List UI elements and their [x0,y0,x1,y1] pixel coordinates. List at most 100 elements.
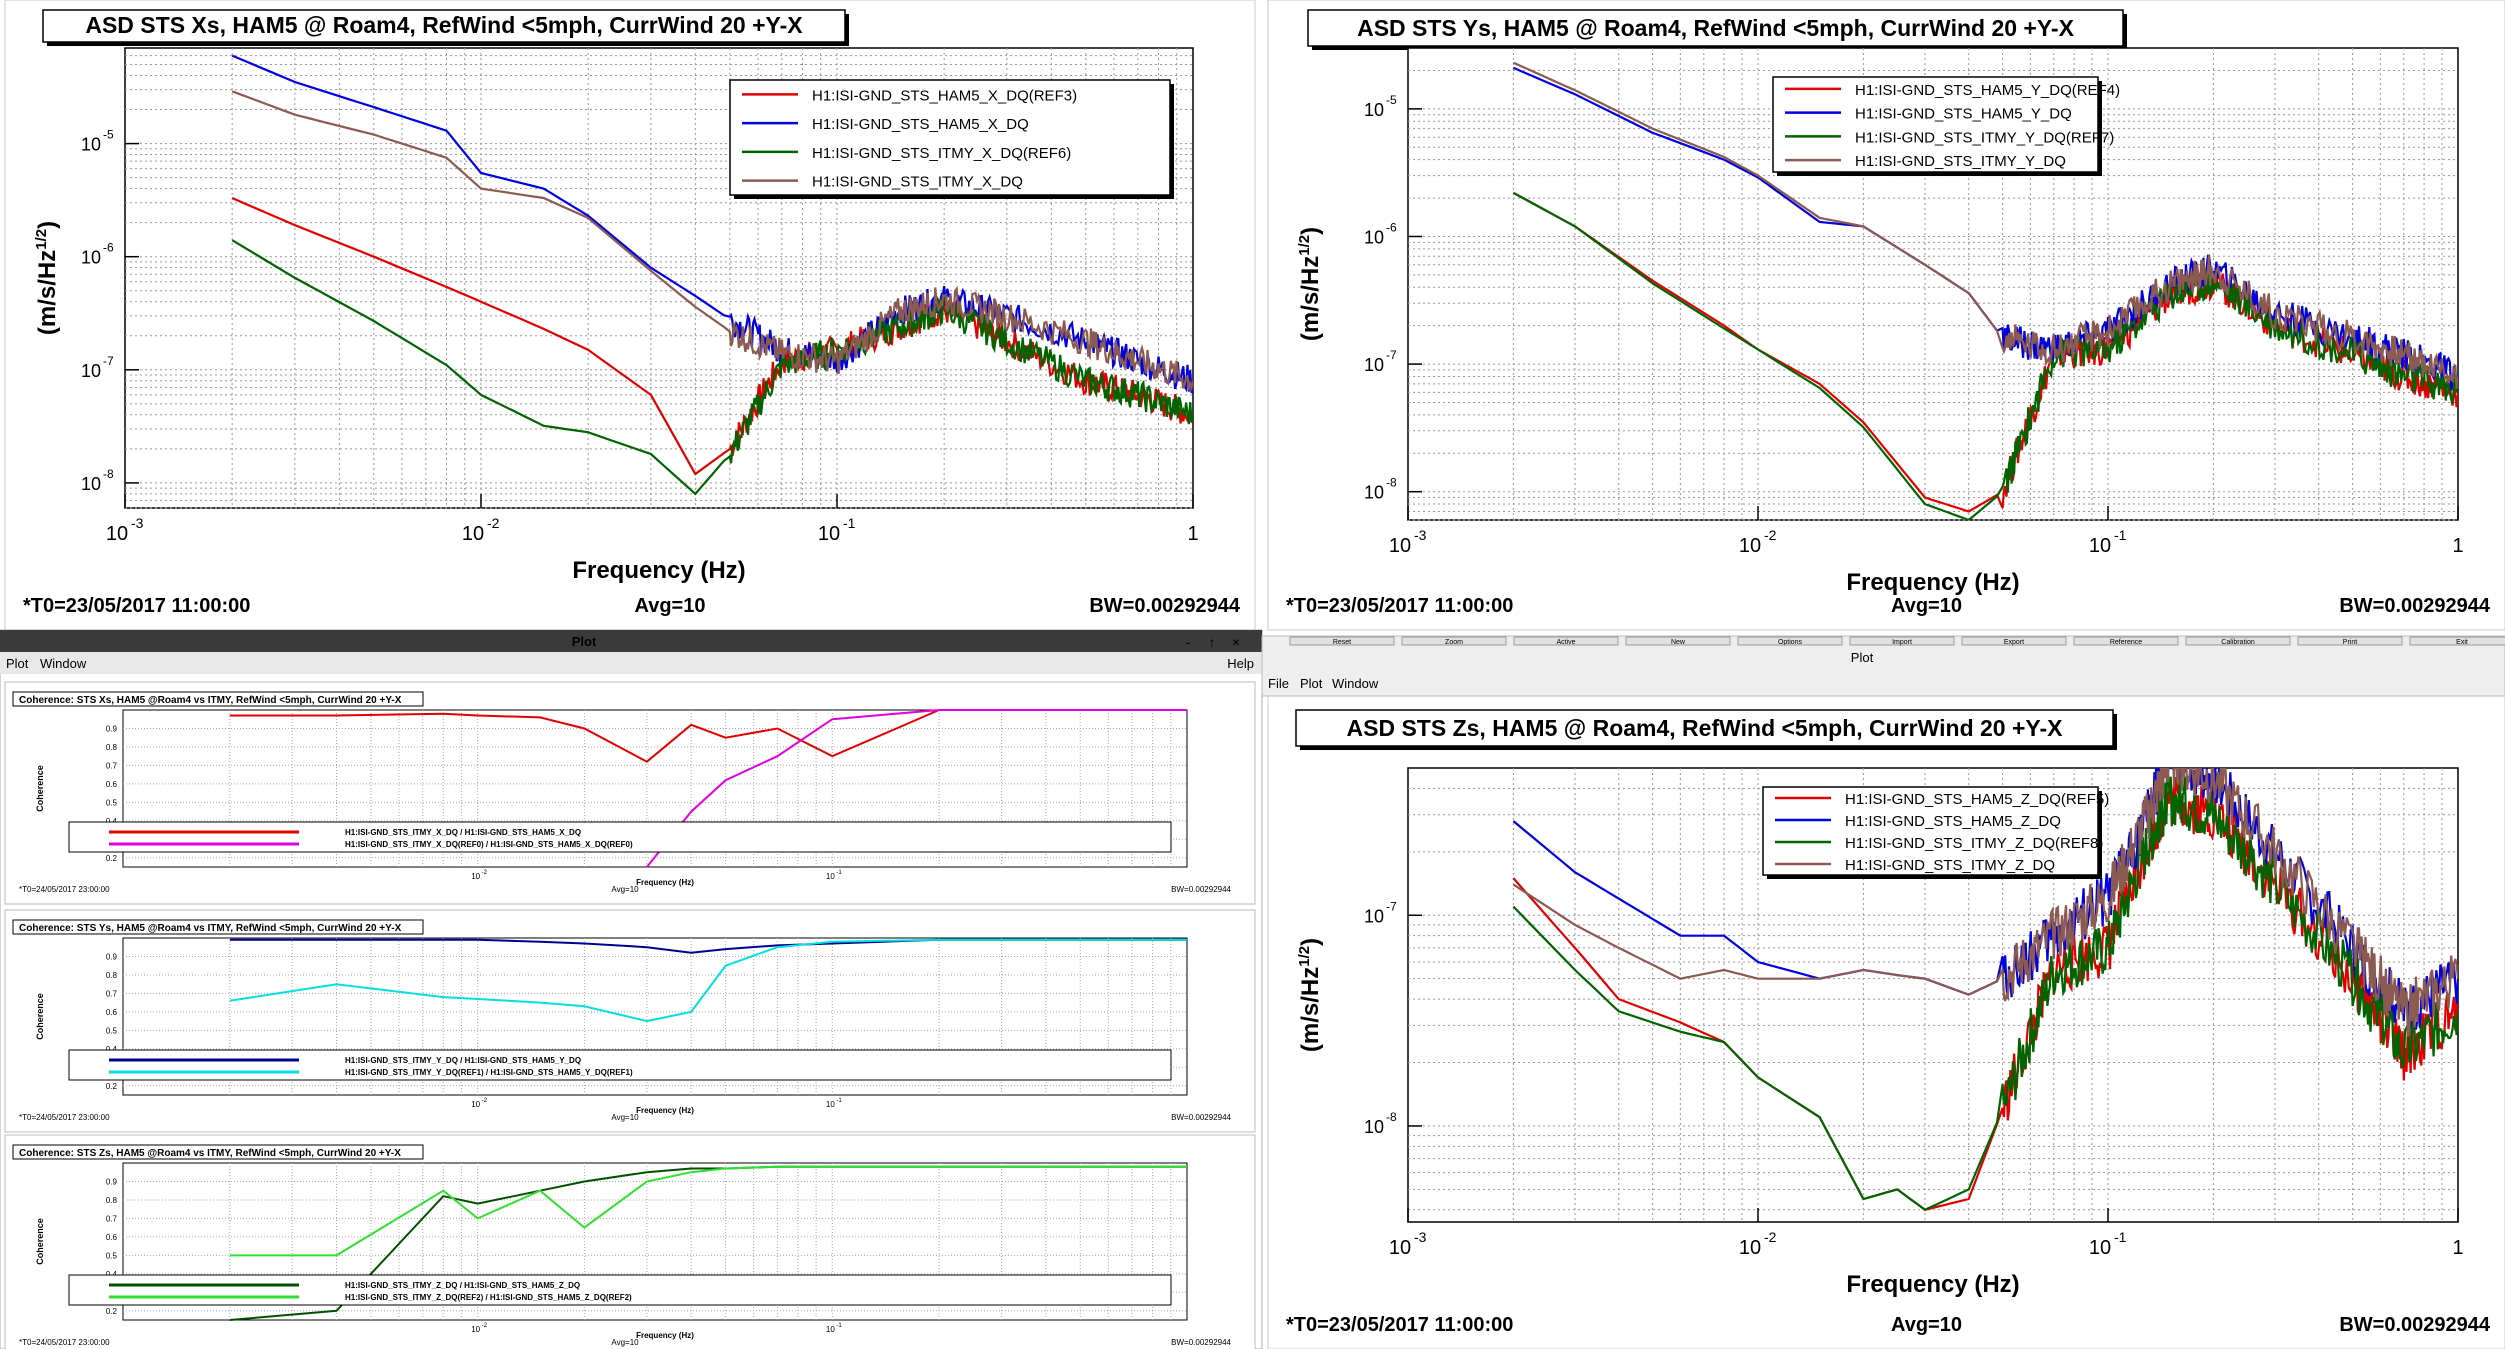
window-control-1[interactable]: ↑ [1209,634,1216,650]
x-tick-label: 10 [1389,535,1411,557]
coh-y-tick: 0.9 [106,1177,118,1186]
y-tick-label: 10 [1364,100,1384,120]
coh-y-tick: 0.2 [106,854,118,863]
series-line-3 [231,90,1193,392]
bw-label: BW=0.00292944 [2339,595,2491,617]
x-tick-exponent: -3 [1414,1229,1427,1245]
legend-label: H1:ISI-GND_STS_ITMY_Y_DQ(REF7) [1855,129,2114,146]
avg-label: Avg=10 [1891,1314,1962,1336]
coh-y-tick: 0.8 [106,1196,118,1205]
coh-y-tick: 0.8 [106,743,118,752]
x-tick-label: 1 [2452,535,2463,557]
y-axis-label-text: (m/s/Hz [1297,967,1324,1052]
toolbar-button-label[interactable]: Export [2004,639,2024,646]
coh-t0: *T0=24/05/2017 23:00:00 [19,1338,110,1347]
window-title: Plot [572,634,597,649]
coh-x-tick-exp: -1 [836,1323,842,1329]
y-tick-label: 10 [1364,483,1384,503]
toolbar-button-label[interactable]: Exit [2456,639,2468,646]
toolbar-button[interactable] [1401,636,1507,646]
right-window-bar [1261,635,2505,697]
coh-legend-box [68,1049,1172,1081]
coh-t0: *T0=24/05/2017 23:00:00 [19,1113,110,1122]
y-tick-exponent: -7 [1386,899,1397,913]
y-tick-exponent: -5 [103,128,114,142]
toolbar-button[interactable] [1513,636,1619,646]
right-menu-window[interactable]: Window [1332,676,1379,691]
coherence-window: Plot - ↑ × Plot Window Help Coherence: STS Xs, … [0,629,1263,1349]
title-box [1295,709,2114,747]
coherence-panel-coh-z: Coherence: STS Zs, HAM5 @Roam4 vs ITMY, … [4,1134,1256,1349]
coh-y-tick: 0.2 [106,1307,118,1316]
toolbar-button-label[interactable]: Zoom [1445,639,1463,646]
coh-title-box [12,919,424,935]
right-window-title: Plot [1851,650,1874,665]
right-window-chrome: Reset Zoom Active New Options Import Export Ref… [1261,635,2505,697]
coh-x-tick: 10 [826,1100,835,1109]
asd-panel-asd-y: ASD STS Ys, HAM5 @ Roam4, RefWind <5mph,… [1267,0,2505,631]
x-tick-label: 10 [1739,1237,1761,1259]
toolbar-button[interactable] [1961,636,2067,646]
coh-y-tick: 0.6 [106,1008,118,1017]
coh-x-tick-exp: -1 [836,870,842,876]
plot-title: ASD STS Zs, HAM5 @ Roam4, RefWind <5mph,… [1347,715,2064,741]
x-axis-label: Frequency (Hz) [1846,1271,2019,1298]
t0-label: *T0=23/05/2017 11:00:00 [1286,1314,1513,1336]
plot-title: ASD STS Ys, HAM5 @ Roam4, RefWind <5mph,… [1357,15,2075,41]
y-tick-exponent: -6 [103,241,114,255]
coherence-window-titlebar [0,630,1262,652]
toolbar-button-label[interactable]: Active [1556,639,1575,646]
toolbar-button[interactable] [2297,636,2403,646]
y-axis-label-sup: 1/2 [33,229,50,250]
legend-label: H1:ISI-GND_STS_ITMY_Z_DQ [1845,857,2055,874]
coh-legend-label: H1:ISI-GND_STS_ITMY_Y_DQ(REF1) / H1:ISI-… [345,1068,633,1077]
y-axis-label-end: ) [1297,227,1324,235]
toolbar-button-label[interactable]: Import [1892,639,1912,646]
plot-title: ASD STS Xs, HAM5 @ Roam4, RefWind <5mph,… [85,12,803,38]
x-tick-exponent: -1 [2114,527,2127,543]
toolbar-button-label[interactable]: Print [2343,639,2357,646]
toolbar-button[interactable] [1289,636,1395,646]
coh-series-line-0 [229,709,1187,763]
toolbar-button-label[interactable]: New [1671,639,1686,646]
toolbar-button[interactable] [1849,636,1955,646]
title-box [1307,9,2124,47]
right-menu-file[interactable]: File [1268,676,1289,691]
coherence-menubar [0,652,1262,674]
legend-box [1762,786,2099,876]
x-tick-label: 10 [1739,535,1761,557]
toolbar-button[interactable] [2409,636,2505,646]
toolbar-button[interactable] [1625,636,1731,646]
x-tick-exponent: -1 [843,515,856,531]
toolbar-button-label[interactable]: Reference [2110,639,2142,646]
legend-label: H1:ISI-GND_STS_ITMY_Y_DQ [1855,153,2066,170]
toolbar-button[interactable] [2185,636,2291,646]
toolbar-button[interactable] [1737,636,1843,646]
y-axis-label-text: (m/s/Hz [34,250,61,335]
coh-y-tick: 0.9 [106,952,118,961]
avg-label: Avg=10 [1891,595,1962,617]
toolbar-button[interactable] [2073,636,2179,646]
coh-x-tick: 10 [826,1325,835,1334]
menu-item-plot[interactable]: Plot [6,656,29,671]
menu-item-window[interactable]: Window [40,656,87,671]
menu-item-help[interactable]: Help [1227,656,1254,671]
coh-legend-box [68,1274,1172,1306]
series-line-2 [1512,191,2458,520]
right-menu-plot[interactable]: Plot [1300,676,1323,691]
coh-y-tick: 0.5 [106,798,118,807]
toolbar-button-label[interactable]: Reset [1333,639,1351,646]
coh-x-tick-exp: -2 [482,1323,488,1329]
toolbar-button-label[interactable]: Options [1778,639,1803,646]
coh-y-tick: 0.4 [106,1270,118,1279]
x-tick-exponent: -3 [131,515,144,531]
toolbar-button-label[interactable]: Calibration [2221,639,2255,646]
x-tick-label: 10 [1389,1237,1411,1259]
window-control-0[interactable]: - [1186,634,1191,650]
coh-bw: BW=0.00292944 [1171,1113,1231,1122]
coh-series-line-1 [646,709,1187,868]
window-control-2[interactable]: × [1232,634,1240,650]
coh-x-tick: 10 [826,872,835,881]
coh-title: Coherence: STS Xs, HAM5 @Roam4 vs ITMY, … [19,695,402,706]
